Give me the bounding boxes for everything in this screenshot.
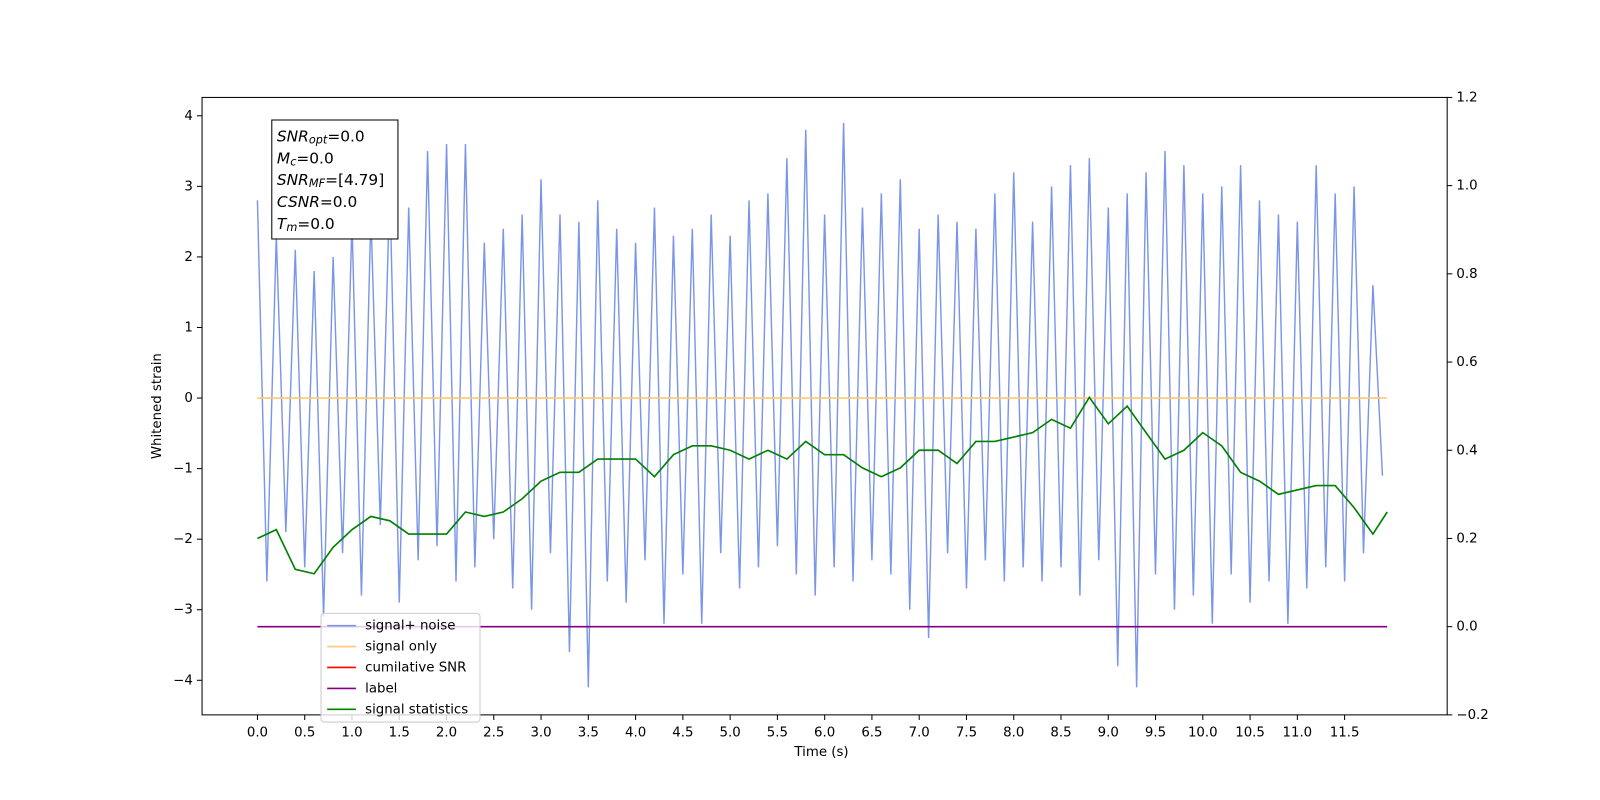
x-tick-label: 7.5 — [956, 725, 977, 740]
legend-label: label — [365, 681, 397, 696]
y2-tick-label: 0.6 — [1456, 355, 1477, 370]
y2-tick-label: 0.4 — [1456, 443, 1477, 458]
annotation-box — [271, 119, 399, 240]
series-line — [257, 395, 1388, 575]
y2-tick-label: 1.0 — [1456, 179, 1477, 194]
annotation-symbol: T — [277, 214, 288, 232]
y-tick-label: 3 — [184, 179, 192, 194]
y-tick-label: 0 — [184, 391, 192, 406]
y2-tick-label: 0.2 — [1456, 531, 1477, 546]
x-tick-label: 4.5 — [672, 725, 693, 740]
y2-tick-label: 0.8 — [1456, 267, 1477, 282]
x-tick-label: 6.0 — [814, 725, 835, 740]
y2-tick-label: −0.2 — [1456, 708, 1488, 723]
x-tick-label: 2.0 — [436, 725, 457, 740]
legend-label: signal only — [365, 640, 437, 655]
y-tick-label: −2 — [173, 532, 193, 547]
annotation-symbol: SNR — [277, 171, 309, 189]
x-tick-label: 0.0 — [247, 725, 268, 740]
y2-tick-label: 1.2 — [1456, 90, 1477, 105]
x-tick-label: 0.5 — [294, 725, 315, 740]
x-tick-label: 4.0 — [625, 725, 646, 740]
y-tick-label: 1 — [184, 320, 192, 335]
x-axis-label: Time (s) — [793, 745, 848, 760]
legend-label: signal statistics — [365, 702, 468, 717]
series-line — [256, 122, 1384, 688]
annotation-sub: MF — [309, 177, 326, 190]
annotation-line: Tm=0.0 — [277, 214, 335, 234]
annotation-symbol: SNR — [277, 127, 309, 145]
y-tick-label: −1 — [173, 462, 193, 477]
x-tick-label: 8.0 — [1003, 725, 1024, 740]
annotation-rest: =0.0 — [297, 214, 334, 232]
annotation-sub: opt — [309, 134, 328, 147]
annotation-sub: c — [290, 155, 297, 168]
x-tick-label: 1.0 — [341, 725, 362, 740]
annotation-line: CSNR=0.0 — [277, 192, 357, 210]
annotation-line: Mc=0.0 — [277, 149, 334, 169]
y-tick-label: 4 — [184, 109, 192, 124]
annotation-rest: =0.0 — [296, 149, 333, 167]
x-tick-label: 11.0 — [1282, 725, 1312, 740]
x-tick-label: 8.5 — [1050, 725, 1071, 740]
x-tick-label: 9.5 — [1145, 725, 1166, 740]
x-tick-label: 9.0 — [1098, 725, 1119, 740]
annotation-line: SNRopt=0.0 — [277, 127, 365, 147]
x-tick-label: 3.0 — [530, 725, 551, 740]
x-tick-label: 10.0 — [1188, 725, 1218, 740]
y-tick-label: 2 — [184, 250, 192, 265]
annotation-rest: =0.0 — [320, 192, 357, 210]
annotation-line: SNRMF=[4.79] — [277, 171, 384, 191]
x-tick-label: 6.5 — [861, 725, 882, 740]
y-tick-label: −3 — [173, 603, 193, 618]
x-tick-label: 1.5 — [389, 725, 410, 740]
y-axis-label: Whitened strain — [150, 353, 165, 459]
x-tick-label: 11.5 — [1330, 725, 1360, 740]
y2-tick-label: 0.0 — [1456, 620, 1477, 635]
x-tick-label: 5.5 — [767, 725, 788, 740]
annotation-symbol: M — [277, 149, 290, 167]
x-tick-label: 10.5 — [1235, 725, 1265, 740]
annotation-rest: =[4.79] — [325, 171, 384, 189]
legend-label: cumilative SNR — [365, 660, 466, 675]
legend-label: signal+ noise — [365, 619, 455, 634]
annotation-rest: =0.0 — [327, 127, 364, 145]
legend-box — [320, 612, 481, 723]
x-tick-label: 2.5 — [483, 725, 504, 740]
x-tick-label: 7.0 — [909, 725, 930, 740]
annotation-sub: m — [286, 221, 297, 234]
x-tick-label: 3.5 — [578, 725, 599, 740]
y-tick-label: −4 — [173, 673, 193, 688]
x-tick-label: 5.0 — [720, 725, 741, 740]
annotation-symbol: CSNR — [277, 192, 320, 210]
